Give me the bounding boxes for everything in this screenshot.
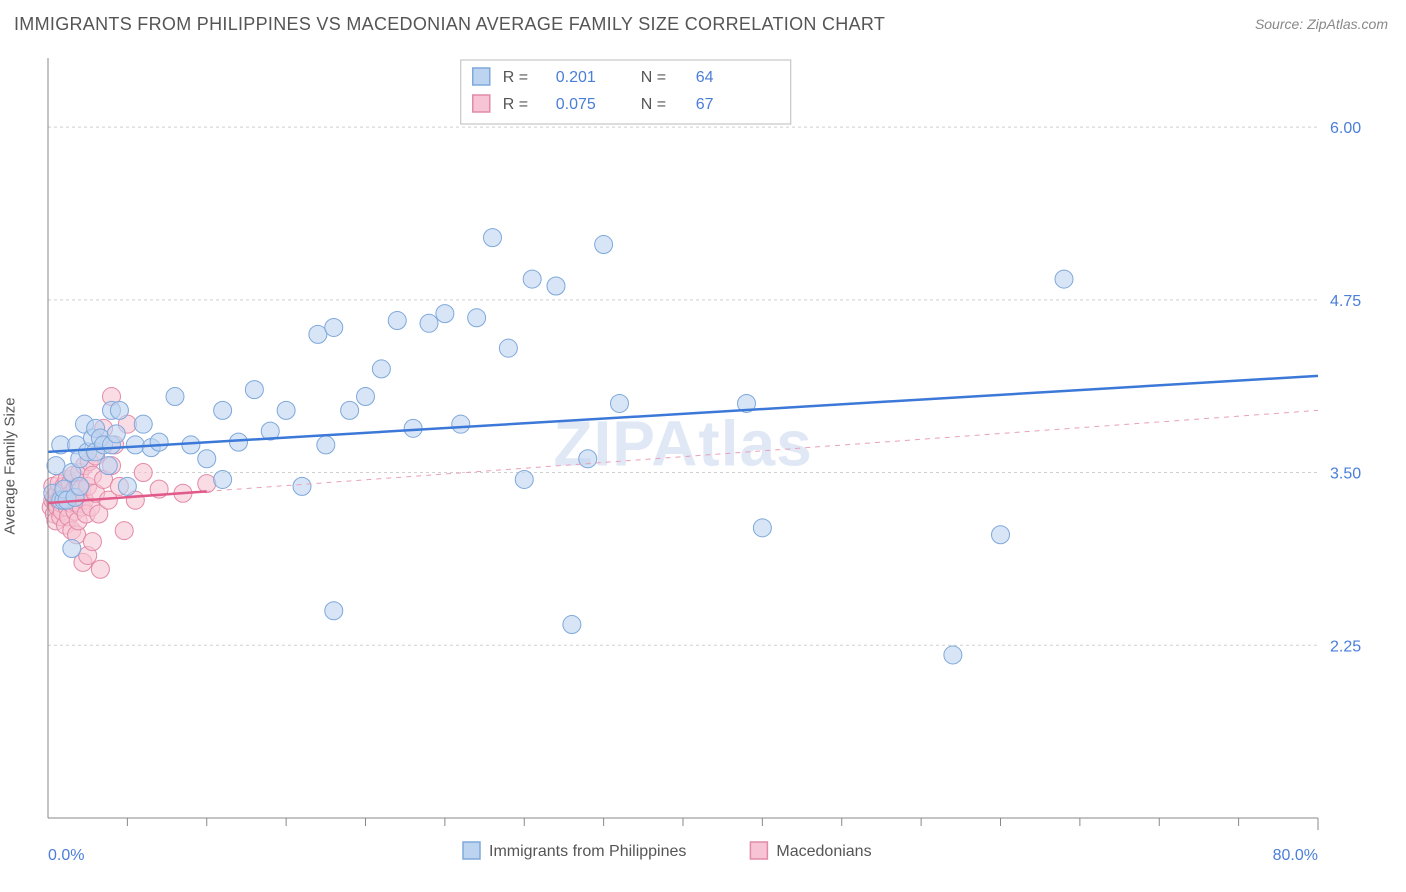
point-philippines [499,339,517,357]
point-philippines [99,457,117,475]
point-philippines [110,401,128,419]
point-philippines [992,526,1010,544]
point-philippines [404,419,422,437]
point-philippines [214,401,232,419]
point-philippines [579,450,597,468]
point-macedonians [91,560,109,578]
source-label: Source: ZipAtlas.com [1255,16,1388,32]
legend-series-label: Macedonians [776,843,871,860]
point-philippines [944,646,962,664]
legend-swatch [473,68,490,85]
point-philippines [245,381,263,399]
point-philippines [198,450,216,468]
point-philippines [118,477,136,495]
y-tick-label: 6.00 [1330,120,1361,137]
point-philippines [293,477,311,495]
legend-swatch [473,95,490,112]
point-philippines [547,277,565,295]
point-philippines [341,401,359,419]
point-philippines [47,457,65,475]
point-philippines [357,388,375,406]
y-tick-label: 4.75 [1330,293,1361,310]
point-philippines [277,401,295,419]
chart-header: IMMIGRANTS FROM PHILIPPINES VS MACEDONIA… [0,0,1406,48]
legend-n-label: N = [641,69,666,86]
legend-n-value: 64 [696,69,714,86]
point-philippines [71,477,89,495]
point-macedonians [198,475,216,493]
legend-r-label: R = [503,96,528,113]
y-tick-label: 3.50 [1330,466,1361,483]
point-philippines [468,309,486,327]
point-philippines [420,314,438,332]
point-philippines [166,388,184,406]
point-philippines [126,436,144,454]
legend-n-label: N = [641,96,666,113]
x-tick-label-max: 80.0% [1273,847,1318,864]
point-philippines [452,415,470,433]
point-philippines [182,436,200,454]
point-philippines [611,394,629,412]
legend-n-value: 67 [696,96,714,113]
x-tick-label-min: 0.0% [48,847,84,864]
y-tick-label: 2.25 [1330,638,1361,655]
point-philippines [63,540,81,558]
legend-r-value: 0.075 [556,96,596,113]
point-philippines [317,436,335,454]
point-macedonians [115,522,133,540]
chart-title: IMMIGRANTS FROM PHILIPPINES VS MACEDONIA… [14,14,885,35]
point-philippines [484,229,502,247]
legend-r-value: 0.201 [556,69,596,86]
point-philippines [753,519,771,537]
point-philippines [523,270,541,288]
point-macedonians [134,464,152,482]
point-philippines [325,318,343,336]
point-philippines [230,433,248,451]
point-philippines [150,433,168,451]
point-philippines [436,305,454,323]
point-macedonians [83,533,101,551]
point-philippines [563,616,581,634]
legend-series-label: Immigrants from Philippines [489,843,686,860]
point-philippines [325,602,343,620]
point-philippines [107,425,125,443]
y-axis-label: Average Family Size [2,397,19,534]
scatter-chart: ZIPAtlas2.253.504.756.000.0%80.0%R =0.20… [14,48,1392,884]
legend-swatch [463,842,480,859]
point-philippines [515,470,533,488]
point-philippines [388,312,406,330]
point-philippines [372,360,390,378]
point-philippines [309,325,327,343]
chart-area: Average Family Size ZIPAtlas2.253.504.75… [14,48,1392,884]
legend-r-label: R = [503,69,528,86]
legend-swatch [750,842,767,859]
point-philippines [214,470,232,488]
point-philippines [1055,270,1073,288]
point-philippines [595,236,613,254]
point-philippines [134,415,152,433]
